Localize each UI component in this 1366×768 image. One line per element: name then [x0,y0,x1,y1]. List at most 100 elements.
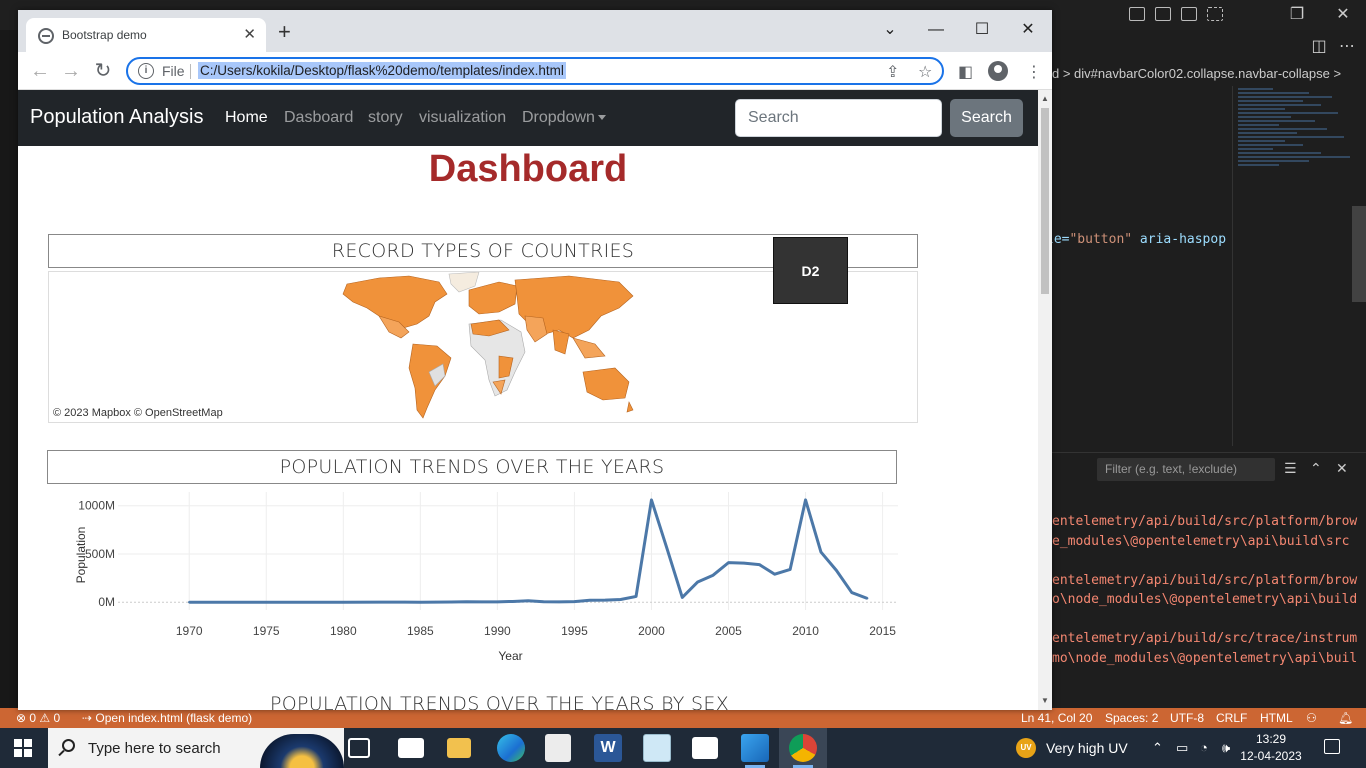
address-bar[interactable]: i File C:/Users/kokila/Desktop/flask%20d… [126,57,944,85]
info-icon[interactable]: i [138,63,154,79]
file-explorer-icon[interactable] [447,738,471,758]
split-editor-icon[interactable]: ◫ [1311,38,1327,55]
problems-count[interactable]: ⊗ 0 ⚠ 0 [16,711,61,725]
tray-chevron-up-icon[interactable]: ⌃ [1152,740,1163,755]
vscode-close-icon[interactable]: ✕ [1336,6,1350,23]
windows-start-icon[interactable] [14,739,32,757]
reload-icon[interactable]: ↻ [94,60,112,82]
data-point [681,596,684,599]
toggle-secondary-sidebar-icon[interactable] [1181,7,1197,21]
tab-strip: Bootstrap demo ✕ + ⌄ — ☐ ✕ [18,10,1052,52]
notification-center-icon[interactable] [1324,739,1340,754]
editor-scrollbar[interactable] [1352,206,1366,302]
vscode-restore-icon[interactable]: ❐ [1289,6,1305,23]
task-view-icon[interactable] [348,738,370,758]
navbar-brand[interactable]: Population Analysis [30,106,204,128]
x-tick-label: 2010 [792,624,819,638]
editor-breadcrumb[interactable]: d > div#navbarColor02.collapse.navbar-co… [1052,66,1342,81]
output-filter-input[interactable]: Filter (e.g. text, !exclude) [1097,458,1275,481]
toggle-sidebar-icon[interactable] [1129,7,1145,21]
search-input[interactable] [735,99,942,137]
clock-date[interactable]: 12-04-2023 [1240,749,1302,763]
data-point [619,598,622,601]
editor-code-line[interactable]: le="button" aria-haspop [1046,232,1226,247]
line-ending[interactable]: CRLF [1216,711,1248,725]
d2-box[interactable]: D2 [773,237,848,304]
weather-text[interactable]: Very high UV [1046,740,1128,756]
bookmark-star-icon[interactable]: ☆ [918,64,933,81]
minimap[interactable] [1238,86,1356,216]
population-line-chart[interactable]: 1970 1975 1980 1985 1990 1995 2000 2005 2010 2015… [48,486,908,672]
map-attribution[interactable]: © 2023 Mapbox © OpenStreetMap [53,407,223,419]
terminal-line [1052,610,1357,630]
nav-visualization[interactable]: visualization [419,109,507,126]
open-file-status[interactable]: ⇢ Open index.html (flask demo) [82,711,252,725]
close-panel-icon[interactable]: ✕ [1336,460,1348,476]
cursor-position[interactable]: Ln 41, Col 20 [1021,711,1093,725]
maximize-icon[interactable]: ☐ [974,21,990,38]
new-tab-icon[interactable]: + [278,19,291,44]
world-map-graphic [339,272,635,422]
page-scroll-thumb[interactable] [1041,108,1049,294]
share-icon[interactable]: ⇪ [886,64,900,81]
toggle-panel-icon[interactable] [1155,7,1171,21]
data-point [650,498,653,502]
indentation[interactable]: Spaces: 2 [1105,711,1159,725]
volume-icon[interactable]: 🕪︎ [1222,740,1231,755]
word-icon[interactable]: W [594,734,622,762]
windows-taskbar: Type here to search W UV Very high UV ⌃ … [0,728,1366,768]
page-scrollbar[interactable]: ▲ ▼ [1038,90,1052,710]
minimize-icon[interactable]: — [928,21,944,38]
profile-avatar-icon[interactable] [988,61,1008,81]
open-file-icon: ⇢ [82,711,96,725]
language-mode[interactable]: HTML [1260,711,1293,725]
scroll-up-icon[interactable]: ▲ [1041,94,1049,103]
taskbar-search-box[interactable]: Type here to search [48,728,344,768]
scroll-down-icon[interactable]: ▼ [1041,696,1049,705]
battery-icon[interactable]: ▭ [1176,740,1189,755]
page-title: Dashboard [428,148,628,190]
tab-close-icon[interactable]: ✕ [243,26,256,43]
video-editor-icon[interactable] [692,737,718,759]
data-point [758,563,761,566]
vscode-running-indicator [745,765,765,768]
maximize-panel-icon[interactable]: ⌃ [1310,460,1322,476]
encoding[interactable]: UTF-8 [1170,711,1204,725]
wifi-icon[interactable]: ◔ [1200,740,1208,755]
data-point [850,591,853,594]
back-icon[interactable]: ← [30,60,50,82]
store-icon[interactable] [545,734,571,762]
list-filter-icon[interactable]: ☰ [1284,460,1297,476]
url-text[interactable]: C:/Users/kokila/Desktop/flask%20demo/tem… [198,62,566,79]
clock-time[interactable]: 13:29 [1255,732,1287,746]
forward-icon[interactable]: → [61,60,81,82]
uv-weather-icon[interactable]: UV [1016,738,1036,758]
terminal-line: mo\node_modules\@opentelemetry\api\buil [1052,650,1358,666]
activity-bar [0,30,18,710]
vscode-taskbar-icon[interactable] [741,734,769,762]
browser-tab[interactable]: Bootstrap demo ✕ [26,18,266,52]
nav-dropdown[interactable]: Dropdown [522,109,606,127]
close-window-icon[interactable]: ✕ [1021,21,1035,38]
side-panel-icon[interactable]: ◧ [958,64,974,81]
snip-icon[interactable] [643,734,671,762]
notifications-bell-icon[interactable]: 🔔︎ [1338,711,1354,725]
data-point [465,600,468,603]
feedback-icon[interactable]: ⚇ [1306,711,1317,725]
chrome-menu-icon[interactable]: ⋮ [1026,64,1042,81]
chrome-taskbar-button[interactable] [779,728,827,768]
edge-icon[interactable] [497,734,525,762]
nav-story[interactable]: story [368,109,403,126]
tab-search-icon[interactable]: ⌄ [883,21,897,38]
nav-dashboard[interactable]: Dasboard [284,109,354,126]
search-button[interactable]: Search [950,99,1023,137]
tab-title: Bootstrap demo [62,28,147,42]
population-chart-svg: 1970 1975 1980 1985 1990 1995 2000 2005 2010 2015… [74,492,898,663]
y-tick-label: 0M [98,595,115,609]
mail-icon[interactable] [398,738,424,758]
caret-down-icon [597,115,606,121]
nav-home[interactable]: Home [225,109,268,126]
browser-window: Bootstrap demo ✕ + ⌄ — ☐ ✕ ← → ↻ i File … [18,10,1052,710]
more-actions-icon[interactable]: ⋯ [1339,38,1355,55]
customize-layout-icon[interactable] [1207,7,1223,21]
